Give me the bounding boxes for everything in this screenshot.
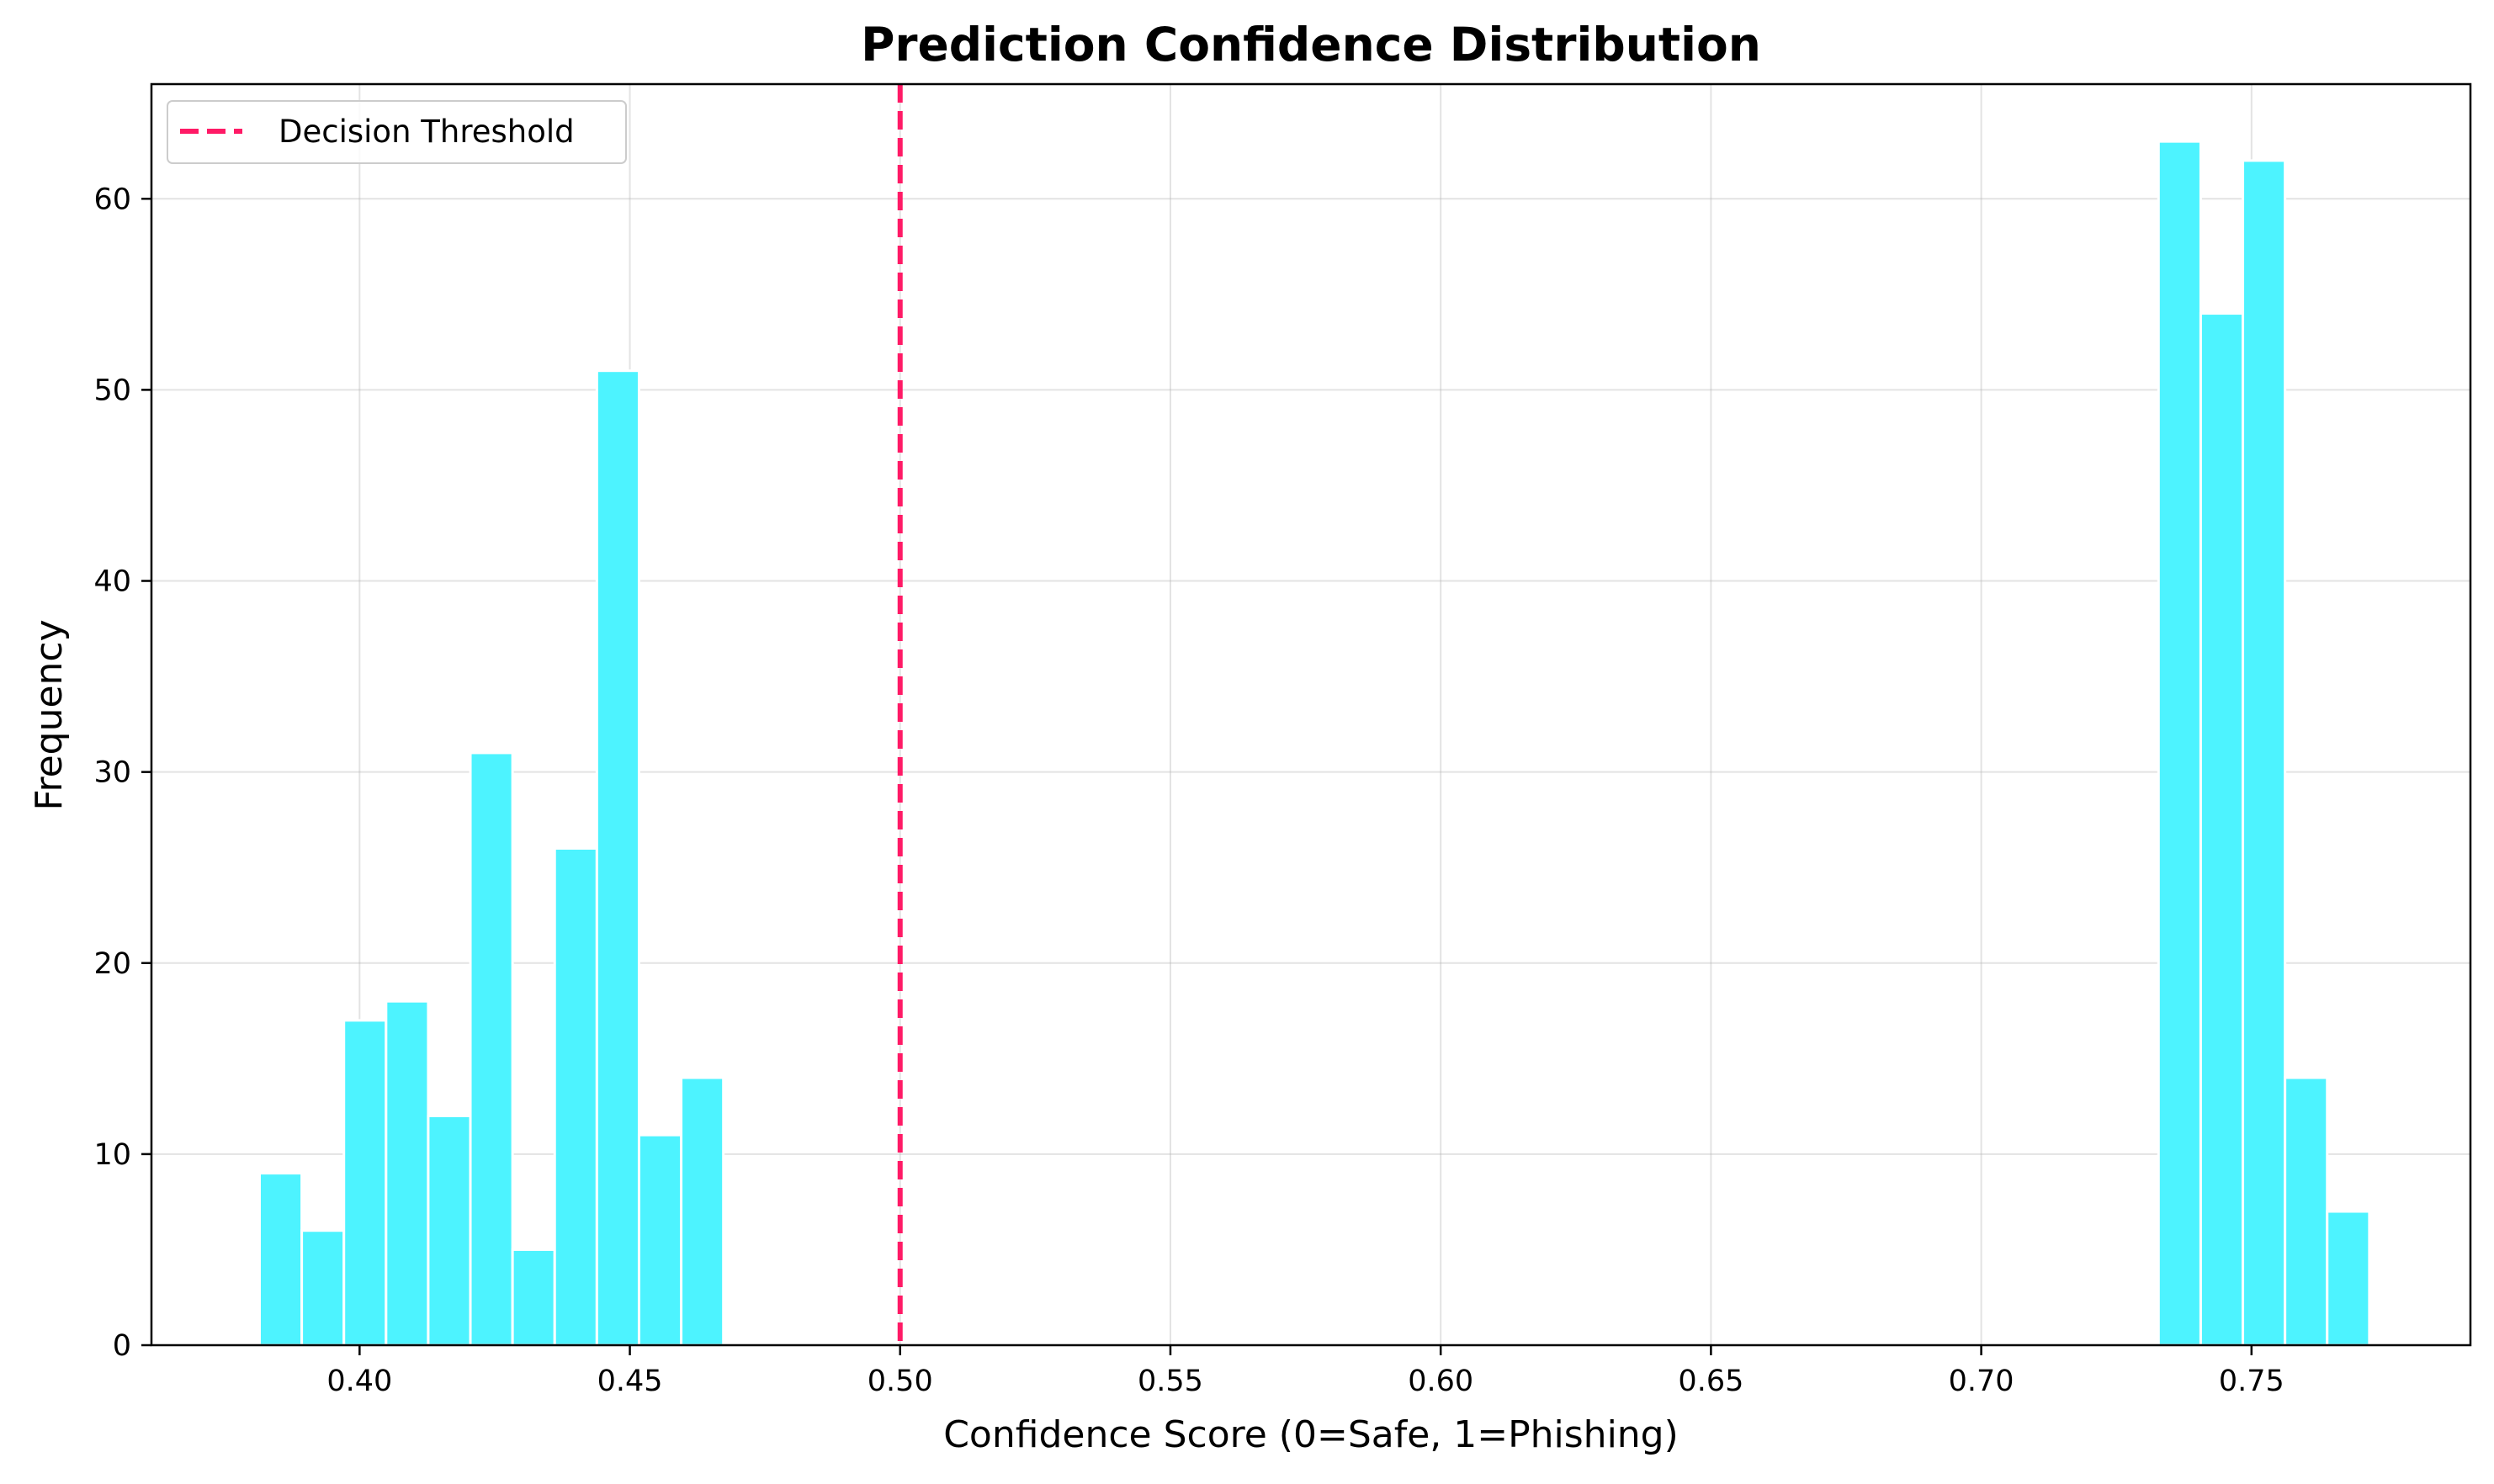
histogram-bar-0	[257, 1172, 304, 1347]
legend: Decision Threshold	[167, 100, 627, 164]
x-tick-label-5: 0.65	[1678, 1365, 1743, 1398]
legend-label-threshold: Decision Threshold	[279, 114, 575, 150]
x-tick-label-2: 0.50	[868, 1365, 933, 1398]
axes-frame	[150, 82, 2472, 1347]
y-tick-label-0: 0	[113, 1329, 131, 1363]
histogram-bars	[257, 140, 2371, 1347]
histogram-bar-4	[427, 1114, 472, 1347]
x-tick-label-0: 0.40	[326, 1365, 392, 1398]
histogram-bar-2	[342, 1019, 388, 1347]
y-tick-label-3: 30	[93, 756, 131, 790]
x-tick-label-7: 0.75	[2219, 1365, 2284, 1398]
chart-title: Prediction Confidence Distribution	[861, 18, 1761, 72]
y-tick-label-2: 20	[93, 947, 131, 981]
y-tick-label-1: 10	[93, 1138, 131, 1172]
histogram-bar-11	[2157, 140, 2202, 1347]
y-tick-label-6: 60	[93, 183, 131, 216]
histogram-bar-14	[2284, 1076, 2329, 1347]
y-axis-title: Frequency	[28, 619, 71, 810]
histogram-bar-9	[637, 1133, 683, 1347]
x-tick-label-4: 0.60	[1408, 1365, 1473, 1398]
histogram-bar-8	[595, 369, 640, 1347]
y-tick-label-5: 50	[93, 374, 131, 407]
histogram-bar-15	[2326, 1210, 2371, 1347]
histogram-bar-10	[680, 1076, 725, 1347]
histogram-bar-6	[511, 1248, 556, 1347]
x-tick-label-6: 0.70	[1949, 1365, 2014, 1398]
y-tick-label-4: 40	[93, 565, 131, 599]
x-axis-title: Confidence Score (0=Safe, 1=Phishing)	[943, 1413, 1679, 1456]
histogram-bar-12	[2199, 312, 2245, 1347]
legend-box	[167, 100, 627, 164]
x-tick-label-1: 0.45	[597, 1365, 663, 1398]
x-tick-label-3: 0.55	[1138, 1365, 1203, 1398]
axis-ticks: 0.40 0.45 0.50 0.55 0.60 0.65 0.70 0.75 0 10 20 30 4…	[93, 183, 2284, 1398]
histogram-bar-1	[300, 1229, 346, 1347]
histogram-bar-5	[469, 751, 514, 1347]
histogram-bar-3	[385, 999, 430, 1347]
histogram-bar-7	[553, 846, 598, 1347]
histogram-bar-13	[2242, 159, 2287, 1347]
